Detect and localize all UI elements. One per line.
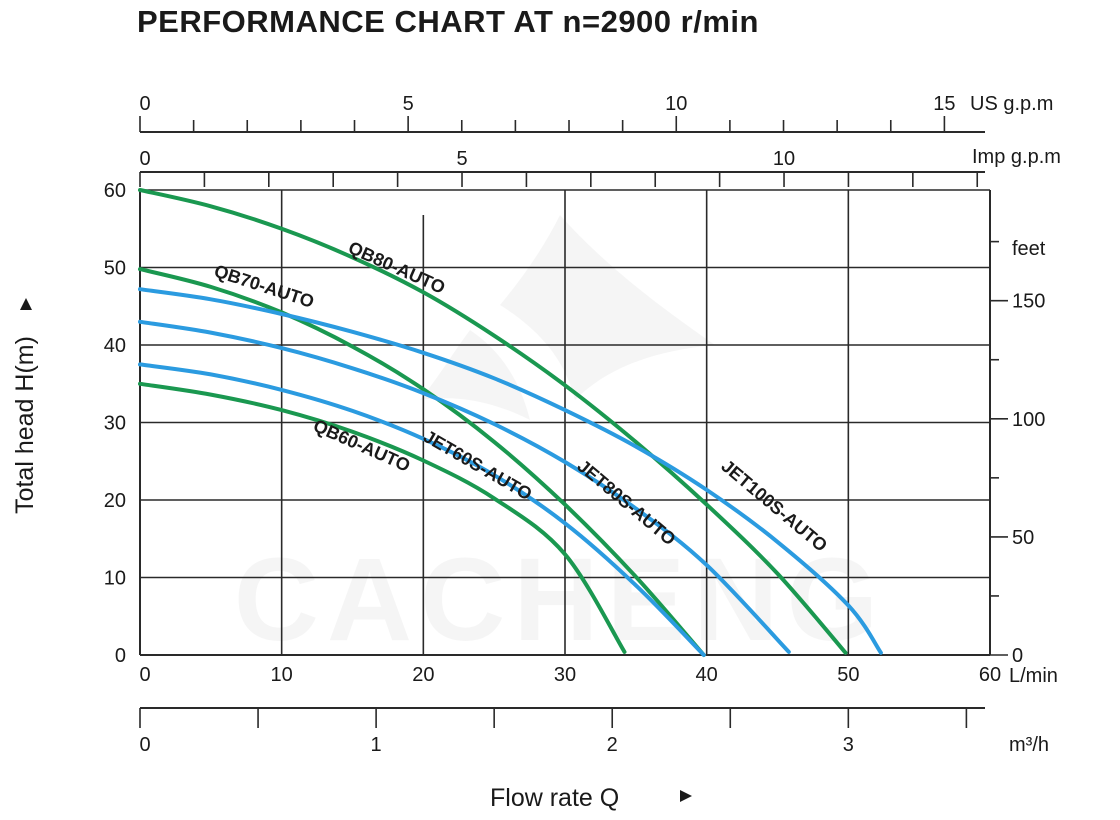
imp-gpm-tick-label: 0 [139,148,150,170]
imp-gpm-tick-label: 5 [456,148,467,170]
feet-tick-label: 150 [1012,291,1045,313]
x-unit-label: L/min [1009,665,1058,687]
x-tick-label: 40 [696,664,718,686]
y-tick-label: 20 [104,490,126,512]
series-layer [138,188,883,657]
logo-watermark-icon [420,215,715,420]
x-tick-label: 60 [979,664,1001,686]
us-gpm-tick-label: 5 [403,93,414,115]
x-tick-label: 20 [412,664,434,686]
series-line-jet80s-auto [138,319,791,654]
series-label-qb60-auto: QB60-AUTO [310,415,413,475]
imp-gpm-unit-label: Imp g.p.m [972,146,1061,168]
y-axis-title: Total head H(m) [11,336,39,514]
watermark-text: CACHENG [234,534,887,666]
x-arrow-icon [680,790,692,802]
feet-tick-label: 100 [1012,409,1045,431]
feet-unit-label: feet [1012,238,1046,260]
series-line-qb60-auto [138,381,627,654]
grid-layer [140,189,990,655]
m3h-tick-label: 1 [371,734,382,756]
feet-tick-label: 50 [1012,527,1034,549]
y-tick-label: 0 [115,645,126,667]
x-axis-title: Flow rate Q [490,784,619,812]
y-tick-label: 40 [104,335,126,357]
m3h-tick-label: 2 [607,734,618,756]
m3h-tick-label: 0 [139,734,150,756]
x-tick-label: 10 [271,664,293,686]
imp-gpm-tick-label: 10 [773,148,795,170]
us-gpm-tick-label: 10 [665,93,687,115]
series-line-qb80-auto [138,188,848,655]
x-tick-label: 0 [139,664,150,686]
y-tick-label: 10 [104,568,126,590]
us-gpm-unit-label: US g.p.m [970,93,1053,115]
x-tick-label: 30 [554,664,576,686]
y-tick-label: 30 [104,413,126,435]
feet-tick-label: 0 [1012,645,1023,667]
y-tick-label: 60 [104,180,126,202]
m3h-unit-label: m³/h [1009,734,1049,756]
series-line-jet60s-auto [138,362,706,657]
y-arrow-icon [20,298,32,310]
us-gpm-tick-label: 15 [933,93,955,115]
y-tick-label: 50 [104,258,126,280]
watermark-layer: CACHENG [234,215,887,666]
chart-title: PERFORMANCE CHART AT n=2900 r/min [137,4,759,39]
us-gpm-tick-label: 0 [139,93,150,115]
x-tick-label: 50 [837,664,859,686]
m3h-tick-label: 3 [843,734,854,756]
series-line-jet100s-auto [138,287,883,655]
